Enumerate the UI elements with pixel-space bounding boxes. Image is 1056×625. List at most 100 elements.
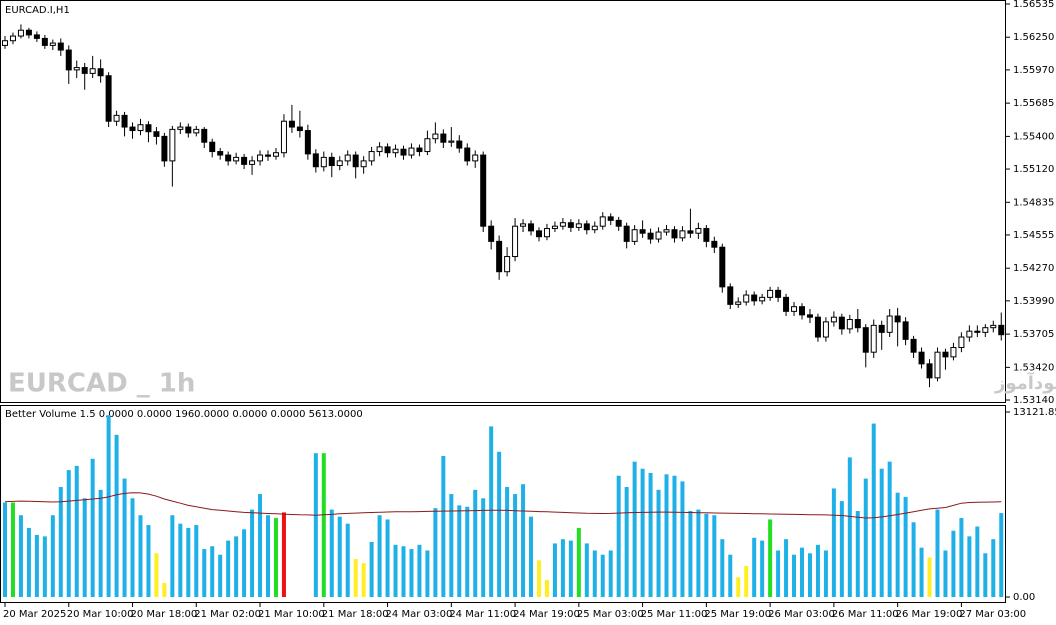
volume-bar	[983, 553, 988, 597]
y-tick-label: 1.55685	[1013, 98, 1054, 109]
candle-body	[854, 319, 861, 329]
candle-body	[998, 324, 1005, 336]
candle-body	[448, 140, 455, 143]
candle-body	[129, 126, 136, 132]
candle-body	[512, 225, 519, 258]
candle-body	[440, 133, 447, 143]
x-tick-label: 21 Mar 18:00	[322, 609, 389, 620]
candle-body	[990, 324, 997, 329]
volume-bar	[353, 558, 358, 597]
volume-bar	[552, 543, 557, 597]
volume-bar	[871, 423, 876, 597]
volume-bar	[935, 509, 940, 597]
volume-bar	[90, 458, 95, 597]
y-tick-label: 1.54270	[1013, 263, 1054, 274]
volume-bar	[50, 515, 55, 597]
candle-body	[974, 330, 981, 333]
x-tick-label: 27 Mar 03:00	[959, 609, 1026, 620]
candle-body	[472, 154, 479, 162]
volume-bar	[82, 498, 87, 597]
volume-bar	[170, 515, 175, 597]
candle-body	[631, 229, 638, 242]
candle-body	[528, 223, 535, 232]
volume-bar	[321, 453, 326, 597]
volume-bar	[473, 489, 478, 597]
volume-bar	[26, 527, 31, 597]
volume-bar	[903, 496, 908, 597]
y-tick-label: 13121.85	[1013, 407, 1056, 418]
candle-body	[639, 229, 646, 234]
y-tick-label: 1.55120	[1013, 164, 1054, 175]
candle-body	[480, 154, 487, 227]
volume-bar	[887, 461, 892, 597]
candle-body	[583, 223, 590, 231]
volume-bar	[784, 539, 789, 597]
volume-bar	[847, 457, 852, 597]
volume-bar	[664, 474, 669, 597]
y-tick-label: 1.55970	[1013, 65, 1054, 76]
volume-bar	[815, 544, 820, 597]
x-tick-label: 21 Mar 10:00	[258, 609, 325, 620]
volume-bar	[138, 515, 143, 597]
volume-bar	[648, 472, 653, 597]
volume-bar	[640, 468, 645, 597]
volume-bar	[720, 539, 725, 597]
volume-bar	[106, 415, 111, 597]
y-tick-label: 1.53420	[1013, 362, 1054, 373]
candle-body	[727, 286, 734, 305]
volume-bar	[114, 434, 119, 597]
volume-bar	[10, 502, 15, 597]
candle-body	[376, 146, 383, 153]
candle-body	[432, 133, 439, 140]
volume-bar	[258, 494, 263, 597]
watermark-persian: انتشار در سایت سودآموز	[994, 371, 1056, 394]
candle-body	[814, 316, 821, 338]
x-tick-label: 26 Mar 19:00	[896, 609, 963, 620]
candle-body	[799, 306, 805, 316]
volume-bar	[592, 550, 597, 597]
candle-body	[791, 306, 798, 312]
candle-body	[65, 49, 72, 71]
x-tick-label: 25 Mar 11:00	[641, 609, 708, 620]
volume-bar	[489, 426, 494, 597]
volume-bar	[361, 563, 366, 597]
volume-bar	[544, 580, 549, 597]
volume-bar	[776, 550, 781, 597]
volume-bar	[999, 513, 1004, 597]
volume-bar	[345, 523, 350, 597]
volume-bar	[42, 536, 47, 597]
volume-bar	[513, 494, 518, 597]
candle-body	[822, 321, 829, 338]
volume-bar	[401, 546, 406, 597]
volume-bar	[18, 515, 23, 597]
candle-body	[918, 351, 925, 365]
candle-body	[249, 160, 256, 165]
candle-body	[966, 330, 973, 338]
volume-bar	[863, 478, 868, 597]
volume-bar	[688, 510, 693, 597]
candle-body	[806, 314, 813, 318]
candle-body	[177, 126, 184, 130]
candle-body	[599, 216, 606, 227]
volume-bar	[250, 509, 255, 597]
candle-body	[304, 130, 311, 155]
candle-body	[735, 301, 742, 305]
candle-body	[551, 225, 558, 230]
volume-bar	[744, 565, 749, 597]
volume-bar	[656, 489, 661, 597]
y-tick-label: 1.56250	[1013, 32, 1054, 43]
volume-bar	[34, 534, 39, 597]
candle-body	[105, 75, 112, 122]
x-tick-label: 24 Mar 11:00	[449, 609, 516, 620]
candle-body	[2, 40, 8, 46]
candle-body	[272, 152, 279, 157]
volume-bar	[369, 542, 374, 597]
volume-bar	[712, 515, 717, 597]
volume-bar	[154, 553, 159, 597]
candle-body	[344, 154, 351, 162]
volume-bar	[417, 544, 422, 597]
volume-bar	[337, 516, 342, 597]
candle-body	[655, 231, 662, 240]
candle-body	[591, 225, 598, 231]
